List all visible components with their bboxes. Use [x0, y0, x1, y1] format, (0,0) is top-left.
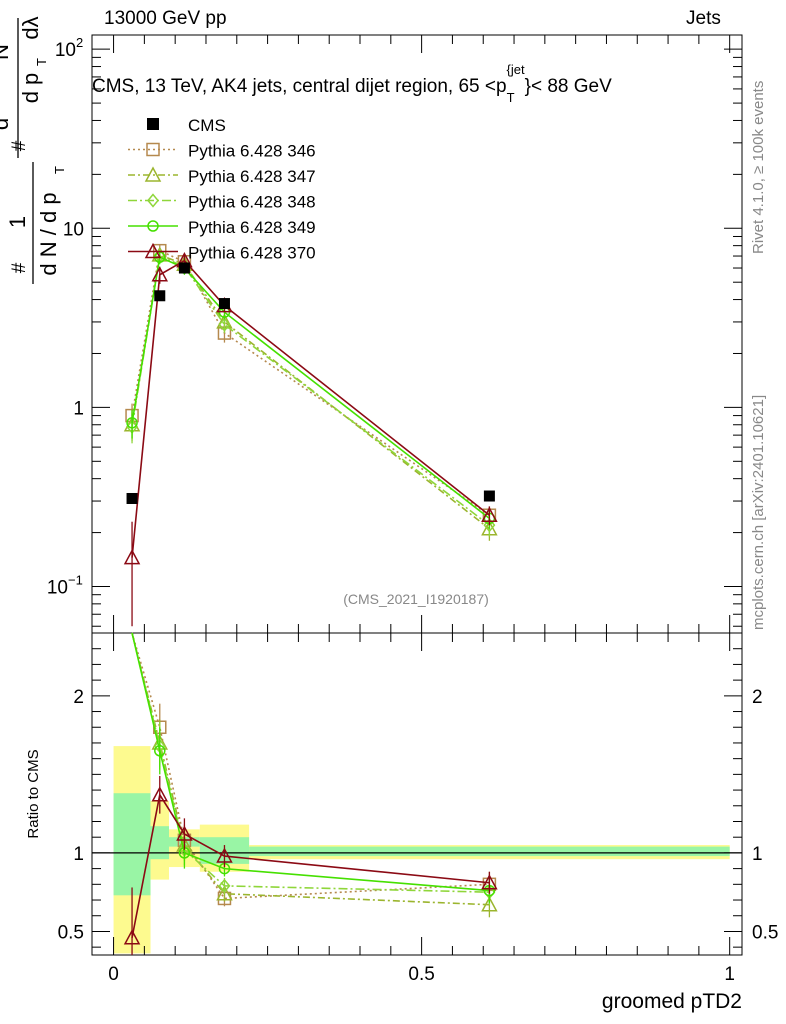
y-tick-label: 1 [73, 398, 84, 419]
legend-marker [144, 166, 162, 182]
ratio-y-tick-label-right: 2 [752, 687, 763, 708]
ratio-series-pythia-6-428-370-point [481, 874, 498, 890]
y-title-den-subscript: T [34, 58, 49, 66]
ratio-series-pythia-6-428-370-point [176, 825, 193, 841]
ratio-series-pythia-6-428-347-point [481, 896, 498, 912]
y-title-one: 1 [5, 216, 30, 228]
ratio-inner-band [150, 826, 170, 860]
y-axis-title: #1 d N / d p T # d N2 d p Tdλ [0, 16, 67, 284]
header-energy-label: 13000 GeV pp [104, 8, 227, 29]
y-tick-label: 10 [47, 577, 68, 598]
legend-label: Pythia 6.428 349 [188, 218, 316, 237]
ratio-y-tick-label-right: 1 [752, 844, 763, 865]
ratio-series-pythia-6-428-370-point [151, 786, 169, 802]
x-tick-label: 1 [724, 964, 735, 985]
x-tick-label: 0 [108, 964, 119, 985]
chart-title: CMS, 13 TeV, AK4 jets, central dijet reg… [92, 62, 612, 105]
series-pythia-6-428-349-point [126, 417, 138, 429]
series-pythia-6-428-370-point [151, 266, 169, 282]
cms-data-point [483, 490, 495, 502]
y-tick-label-exponent: −1 [68, 572, 83, 587]
y-tick-label-exponent: 2 [76, 35, 83, 50]
legend-label: Pythia 6.428 346 [188, 142, 316, 161]
legend-label: Pythia 6.428 370 [188, 244, 316, 263]
y-title-denominator: d N / d p [36, 192, 61, 275]
ratio-series-pythia-6-428-370-point [216, 847, 233, 863]
legend-marker [147, 220, 159, 232]
ratio-inner-band [249, 846, 730, 857]
series-pythia-6-428-370-point [481, 506, 498, 522]
series-pythia-6-428-370-point [123, 549, 141, 565]
ratio-inner-band [113, 793, 151, 896]
y-title-den-dp: d p [18, 73, 43, 104]
legend-marker [147, 193, 159, 208]
series-pythia-6-428-348-line [131, 254, 490, 526]
y-title-superscript: 2 [0, 60, 1, 67]
x-tick-label: 0.5 [408, 964, 434, 985]
y-title-hash: # [9, 262, 30, 273]
ratio-series-pythia-6-428-349-point [154, 745, 166, 757]
ratio-plot-frame [91, 632, 743, 956]
cms-data-point [154, 290, 166, 302]
title-part-a: CMS, 13 TeV, AK4 jets, central dijet reg… [92, 76, 507, 97]
cms-data-point [178, 262, 190, 274]
ratio-y-axis-title: Ratio to CMS [25, 749, 42, 838]
legend-cms-marker [147, 118, 159, 130]
y-title-hash-2: # [9, 140, 30, 151]
ratio-y-tick-label: 0.5 [58, 922, 84, 943]
x-axis-title: groomed pTD2 [602, 990, 742, 1013]
cms-data-point [126, 492, 138, 504]
ratio-series-pythia-6-428-346-line [131, 632, 490, 900]
ratio-y-tick-label: 2 [73, 687, 84, 708]
y-title-d: d [0, 118, 13, 130]
legend-label: Pythia 6.428 347 [188, 167, 316, 186]
series-pythia-6-428-346-line [131, 249, 490, 516]
series-pythia-6-428-348-point [218, 317, 231, 332]
series-pythia-6-428-348-point [483, 517, 496, 533]
ratio-y-tick-label-right: 0.5 [752, 922, 778, 943]
series-pythia-6-428-349-line [131, 256, 490, 520]
analysis-watermark: (CMS_2021_I1920187) [343, 591, 489, 607]
header-jets-label: Jets [686, 8, 721, 29]
y-tick-label: 10 [55, 40, 76, 61]
ratio-series-pythia-6-428-348-point [218, 878, 231, 894]
title-subscript: T [507, 90, 515, 105]
title-part-b: }< 88 GeV [525, 76, 612, 97]
y-title-N: N [0, 44, 13, 60]
y-title-denominator-subscript: T [52, 166, 67, 174]
y-title-dlambda: dλ [18, 16, 43, 39]
legend-marker [146, 142, 160, 157]
ratio-y-tick-label: 1 [73, 844, 84, 865]
ratio-series-pythia-6-428-370-point [123, 929, 141, 945]
legend-label: Pythia 6.428 348 [188, 193, 316, 212]
ratio-series-pythia-6-428-347-point [216, 885, 233, 901]
series-pythia-6-428-370-line [131, 259, 490, 558]
legend-marker [144, 242, 162, 259]
cms-data-point [218, 298, 230, 310]
y-tick-label: 10 [63, 219, 84, 240]
legend-label-cms: CMS [188, 116, 226, 135]
title-superscript: {jet [507, 62, 525, 77]
